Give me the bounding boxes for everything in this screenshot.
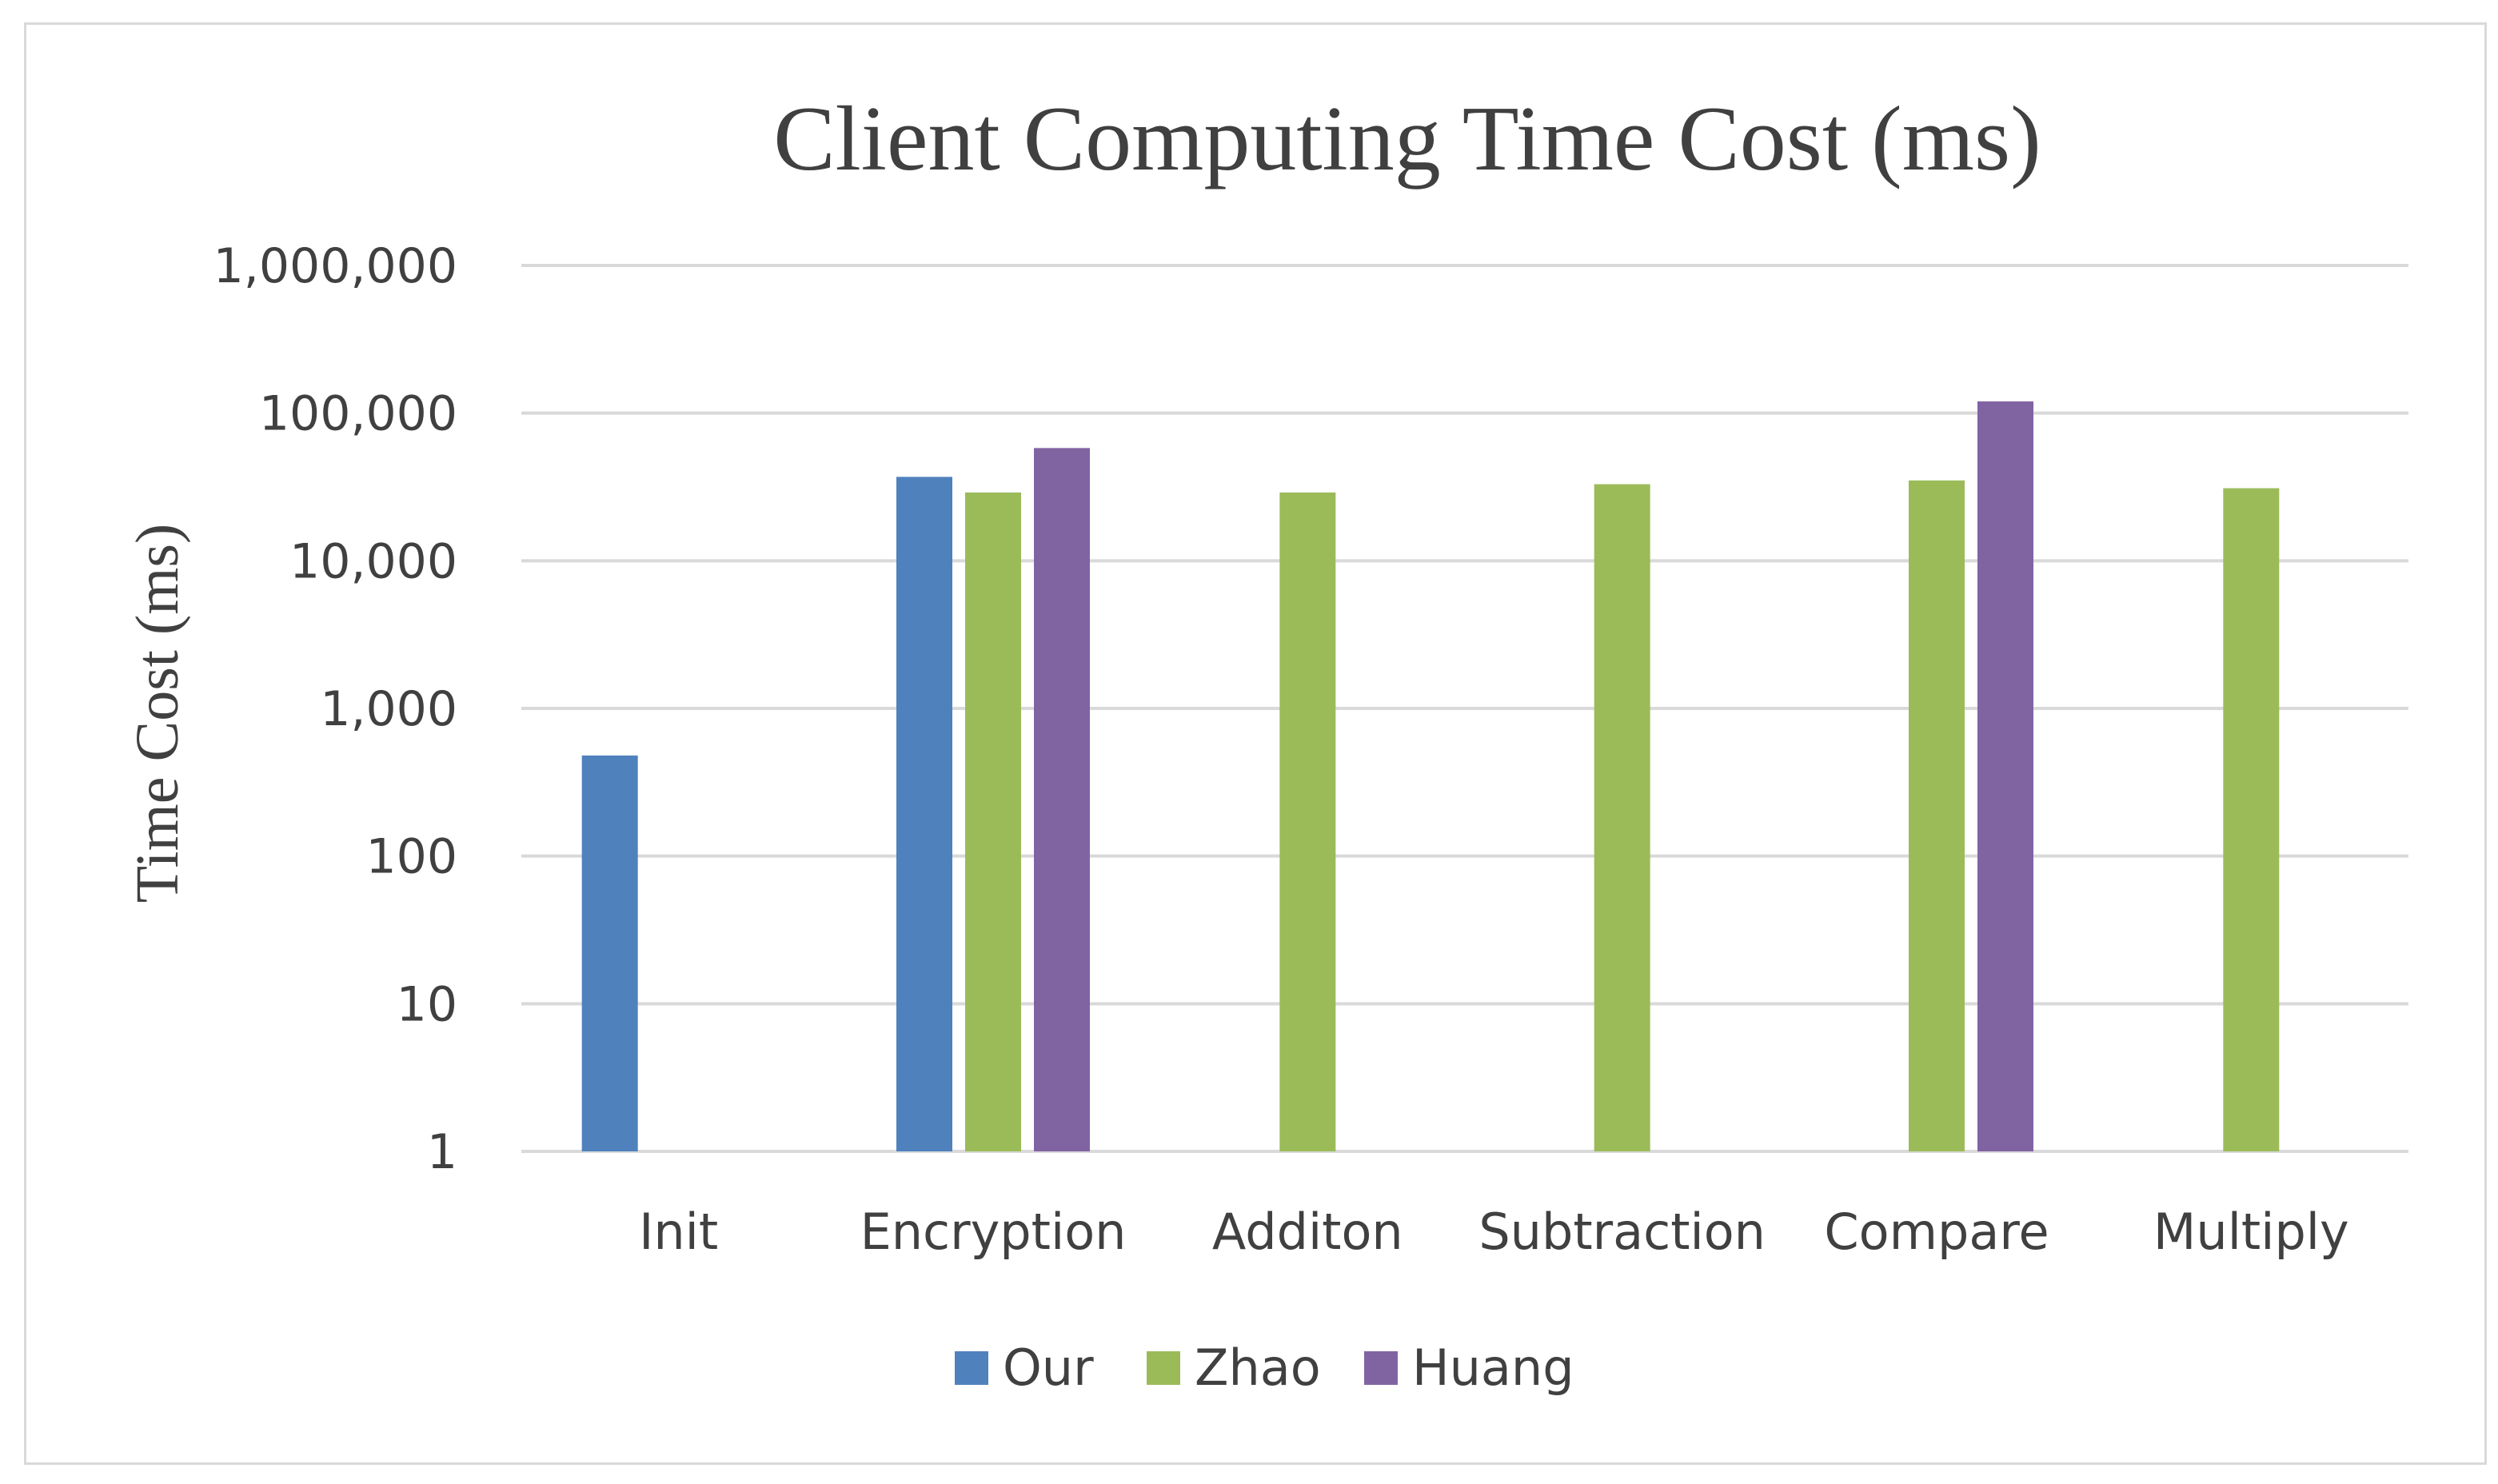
legend-label-huang: Huang [1412,1338,1574,1397]
legend-swatch-huang [1364,1351,1398,1385]
bar-zhao-encryption [965,492,1021,1151]
legend-label-our: Our [1003,1338,1094,1397]
chart-title: Client Computing Time Cost (ms) [773,88,2041,190]
y-tick-label: 1 [427,1124,457,1180]
y-tick-label: 1,000,000 [213,238,457,294]
y-tick-labels: 1 10 100 1,000 10,000 100,000 1,000,000 [213,238,457,1180]
bars [581,401,2280,1151]
y-tick-label: 10 [397,976,457,1032]
bar-our-init [581,755,638,1151]
bar-zhao-additon [1279,492,1336,1151]
y-tick-label: 100 [365,829,457,885]
bar-zhao-subtraction [1594,484,1650,1151]
bar-our-encryption [896,477,952,1151]
legend: Our Zhao Huang [955,1338,1574,1397]
x-tick-label: Compare [1824,1203,2049,1261]
x-tick-label: Additon [1212,1203,1403,1261]
bar-zhao-compare [1909,480,1965,1151]
y-tick-label: 1,000 [320,681,457,737]
y-tick-label: 100,000 [259,386,457,442]
category-labels: Init Encryption Additon Subtraction Compare M… [639,1203,2349,1261]
x-tick-label: Subtraction [1478,1203,1766,1261]
y-axis-label: Time Cost (ms) [124,524,191,903]
legend-label-zhao: Zhao [1195,1338,1321,1397]
bar-zhao-multiply [2223,488,2280,1151]
legend-swatch-zhao [1147,1351,1180,1385]
gridlines [521,264,2408,1153]
x-tick-label: Encryption [860,1203,1127,1261]
x-tick-label: Multiply [2153,1203,2349,1261]
x-tick-label: Init [639,1203,718,1261]
chart-frame [24,22,2487,1465]
bar-huang-compare [1977,401,2033,1151]
bar-huang-encryption [1034,448,1090,1151]
y-tick-label: 10,000 [289,533,457,589]
legend-swatch-our [955,1351,988,1385]
